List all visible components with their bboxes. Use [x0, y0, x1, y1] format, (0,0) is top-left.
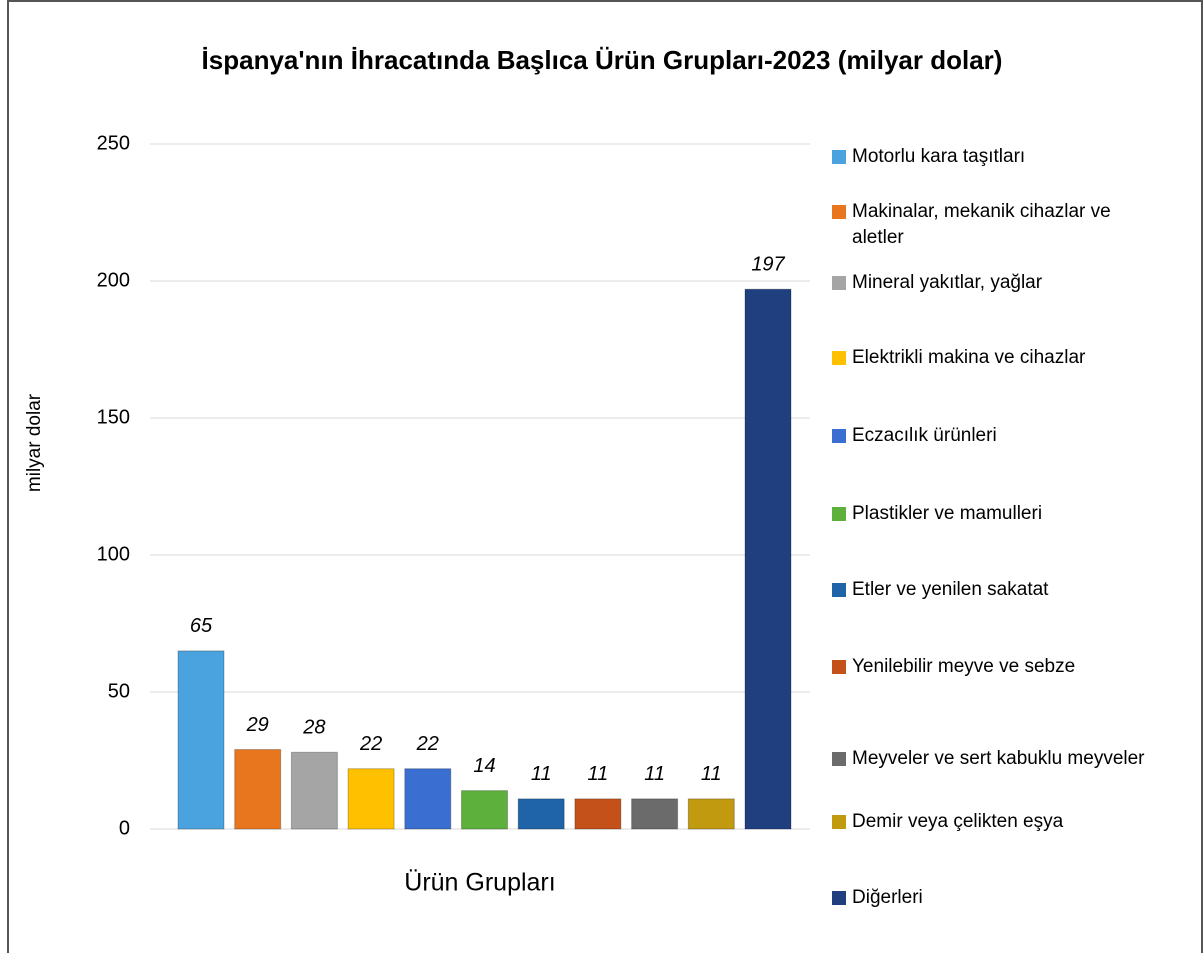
bar — [290, 751, 338, 830]
value-label: 22 — [359, 733, 382, 755]
legend-swatch — [832, 276, 846, 290]
legend-item: Mineral yakıtlar, yağlar — [832, 270, 1152, 296]
bar — [574, 798, 622, 830]
y-tick-label: 100 — [97, 543, 130, 565]
value-label: 11 — [701, 763, 722, 785]
value-label: 65 — [190, 615, 213, 637]
value-label: 11 — [644, 763, 665, 785]
legend-swatch — [832, 583, 846, 597]
bar — [517, 798, 565, 830]
legend-label: Yenilebilir meyve ve sebze — [852, 656, 1076, 677]
legend-label: Mineral yakıtlar, yağlar — [852, 272, 1043, 293]
bar — [631, 798, 679, 830]
legend-item: Plastikler ve mamulleri — [832, 501, 1152, 527]
legend-swatch — [832, 429, 846, 443]
legend-label: Elektrikli makina ve cihazlar — [852, 347, 1086, 368]
value-label: 197 — [751, 254, 785, 276]
legend-item: Diğerleri — [832, 885, 1152, 911]
bar — [234, 749, 282, 830]
legend-label: Motorlu kara taşıtları — [852, 146, 1026, 167]
value-label: 11 — [588, 763, 609, 785]
legend-label: Meyveler ve sert kabuklu meyveler — [852, 748, 1145, 769]
y-tick-label: 50 — [108, 680, 130, 702]
y-tick-label: 200 — [97, 269, 130, 291]
legend-item: Makinalar, mekanik cihazlar ve aletler — [832, 199, 1152, 251]
bar — [404, 768, 452, 830]
legend-swatch — [832, 891, 846, 905]
value-label: 29 — [246, 714, 269, 736]
y-tick-label: 150 — [97, 406, 130, 428]
legend-item: Demir veya çelikten eşya — [832, 809, 1152, 835]
legend-item: Eczacılık ürünleri — [832, 423, 1152, 449]
bar — [177, 650, 225, 830]
legend-label: Diğerleri — [852, 887, 923, 908]
legend-swatch — [832, 752, 846, 766]
legend-item: Motorlu kara taşıtları — [832, 144, 1152, 170]
legend-item: Yenilebilir meyve ve sebze — [832, 654, 1152, 680]
legend-item: Etler ve yenilen sakatat — [832, 577, 1152, 603]
bar — [461, 790, 508, 830]
value-label: 28 — [302, 717, 325, 739]
legend-item: Elektrikli makina ve cihazlar — [832, 345, 1152, 371]
y-axis-label: milyar dolar — [24, 393, 45, 492]
legend-label: Etler ve yenilen sakatat — [852, 579, 1049, 600]
y-tick-label: 0 — [119, 817, 130, 839]
legend-label: Plastikler ve mamulleri — [852, 503, 1043, 524]
bar — [744, 288, 792, 830]
legend-item: Meyveler ve sert kabuklu meyveler — [832, 746, 1152, 772]
legend-swatch — [832, 150, 846, 164]
legend-swatch — [832, 815, 846, 829]
legend-swatch — [832, 660, 846, 674]
bar — [347, 768, 395, 830]
x-axis-label: Ürün Grupları — [404, 869, 555, 897]
y-tick-label: 250 — [97, 132, 130, 154]
bar — [687, 798, 735, 830]
legend-swatch — [832, 205, 846, 219]
legend-label: Makinalar, mekanik cihazlar ve aletler — [852, 201, 1111, 248]
value-label: 11 — [531, 763, 552, 785]
legend-swatch — [832, 507, 846, 521]
chart-title: İspanya'nın İhracatında Başlıca Ürün Gru… — [202, 45, 1003, 75]
value-label: 22 — [416, 733, 439, 755]
legend-label: Eczacılık ürünleri — [852, 425, 997, 446]
value-label: 14 — [473, 755, 495, 777]
legend-label: Demir veya çelikten eşya — [852, 811, 1064, 832]
legend-swatch — [832, 351, 846, 365]
